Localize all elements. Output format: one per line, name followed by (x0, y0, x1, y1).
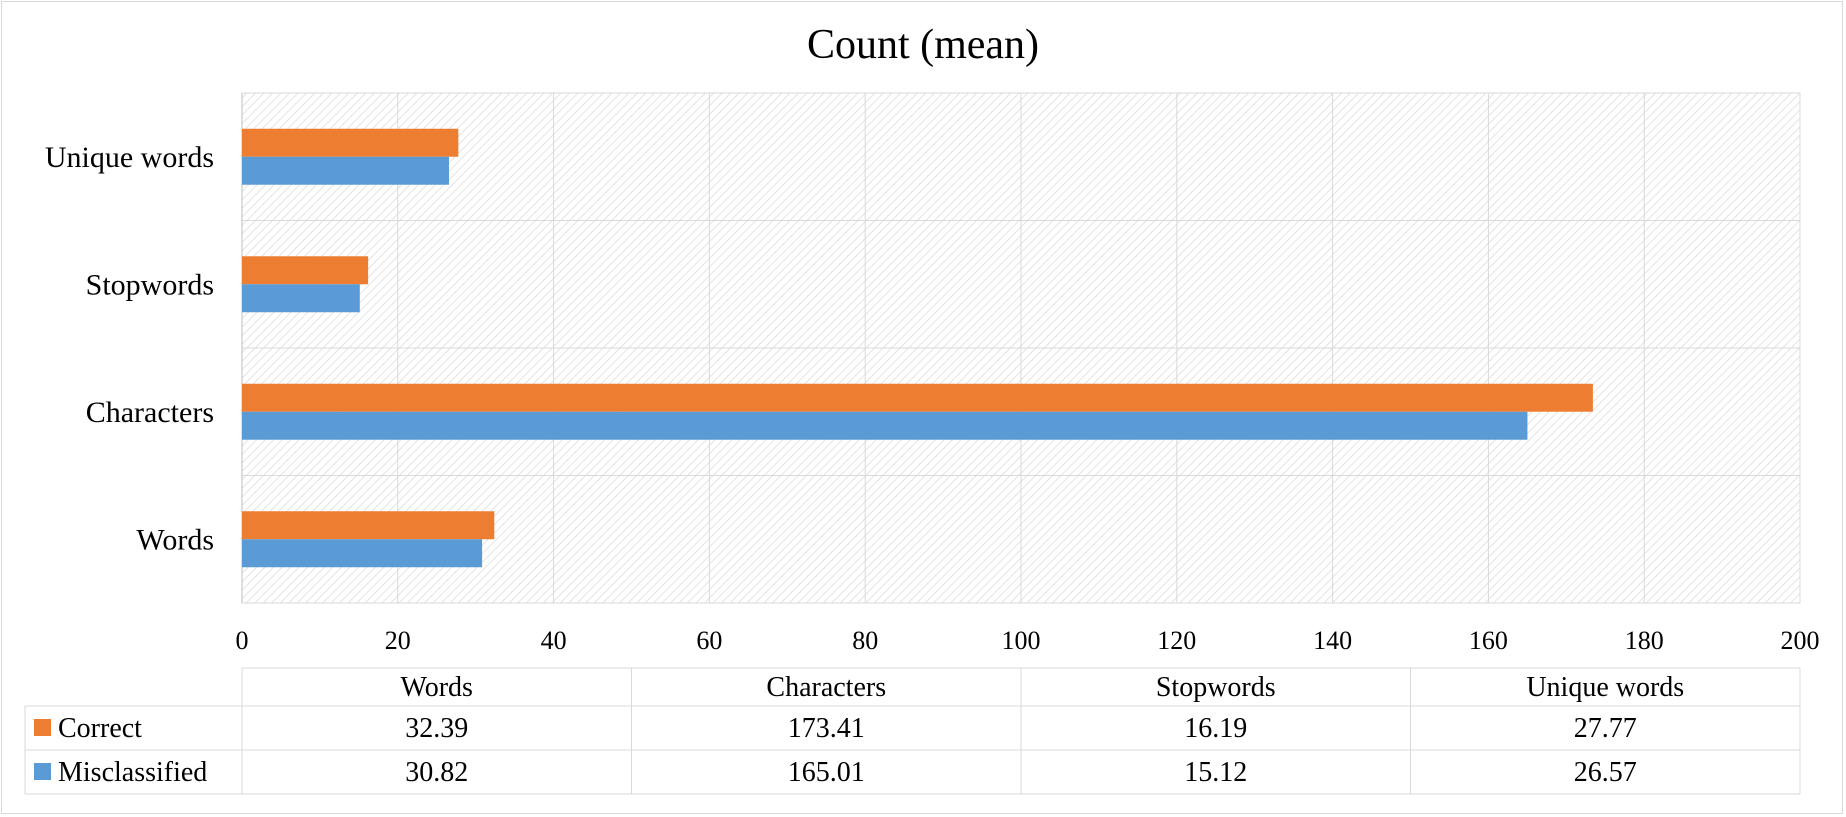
x-tick-label: 200 (1781, 626, 1820, 655)
bar-correct-words (242, 511, 495, 540)
x-tick-label: 80 (852, 626, 878, 655)
legend-label-misclassified: Misclassified (58, 757, 207, 788)
legend-label-correct: Correct (58, 713, 142, 744)
bar-misclassified-stopwords (242, 284, 360, 313)
x-tick-label: 120 (1157, 626, 1196, 655)
table-value-cell: 165.01 (788, 757, 865, 788)
x-tick-label: 20 (385, 626, 411, 655)
table-value-cell: 30.82 (405, 757, 468, 788)
bar-correct-unique-words (242, 128, 459, 157)
table-header-cell: Unique words (1526, 672, 1684, 703)
bar-correct-characters (242, 383, 1593, 412)
x-tick-label: 180 (1625, 626, 1664, 655)
table-value-cell: 26.57 (1574, 757, 1637, 788)
chart-title: Count (mean) (807, 22, 1039, 68)
x-tick-label: 100 (1002, 626, 1041, 655)
bar-correct-stopwords (242, 256, 369, 285)
table-value-cell: 15.12 (1184, 757, 1247, 788)
table-value-cell: 27.77 (1574, 713, 1637, 744)
bar-misclassified-unique-words (242, 156, 449, 185)
x-tick-label: 0 (236, 626, 249, 655)
category-label: Unique words (45, 141, 214, 174)
category-label: Stopwords (86, 268, 214, 301)
bar-misclassified-words (242, 539, 483, 568)
bar-misclassified-characters (242, 411, 1528, 440)
x-tick-label: 140 (1313, 626, 1352, 655)
x-tick-label: 60 (696, 626, 722, 655)
x-tick-label: 40 (541, 626, 567, 655)
category-label: Words (136, 523, 214, 556)
table-header-cell: Stopwords (1156, 672, 1276, 703)
table-value-cell: 32.39 (405, 713, 468, 744)
table-value-cell: 173.41 (788, 713, 865, 744)
legend-swatch-misclassified (34, 763, 51, 780)
category-label: Characters (86, 396, 214, 429)
table-header-cell: Words (401, 672, 473, 703)
x-tick-label: 160 (1469, 626, 1508, 655)
table-header-cell: Characters (766, 672, 886, 703)
legend-swatch-correct (34, 719, 51, 736)
table-value-cell: 16.19 (1184, 713, 1247, 744)
